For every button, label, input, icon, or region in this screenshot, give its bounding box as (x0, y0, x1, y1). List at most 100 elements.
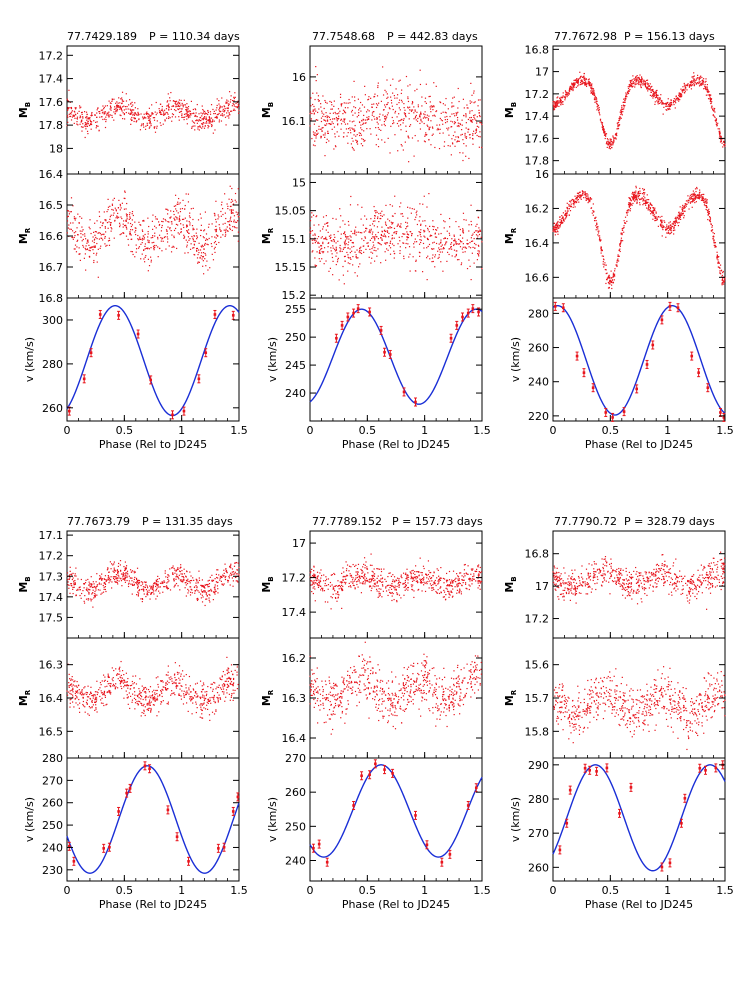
panel-2-mr-point (370, 230, 372, 232)
panel-1-mr-point (97, 276, 99, 278)
panel-3-mb-point (702, 81, 704, 83)
panel-1-mb-point (114, 113, 116, 115)
panel-3-mb-point (559, 98, 562, 100)
panel-2-mr-point (391, 205, 394, 207)
panel-1-mr-point (107, 227, 109, 229)
panel-2-mr-point (427, 255, 429, 257)
panel-2-mb-point (310, 97, 312, 99)
panel-2-mr-point (462, 228, 464, 230)
panel-1-mr-point (112, 199, 114, 201)
panel-2-mb-point (352, 128, 354, 130)
panel-3-mb-point (644, 85, 647, 88)
panel-3-mr-point (557, 220, 559, 223)
panel-3-mr-point (643, 193, 645, 195)
panel-1-mr-point (76, 227, 78, 229)
panel-2-mb-point (429, 106, 431, 108)
panel-1-mb-point (168, 106, 170, 108)
panel-3-mr-point (683, 207, 685, 209)
panel-2-mr-point (399, 225, 401, 227)
panel-2-mr-point (323, 263, 325, 265)
panel-3-mr-point (696, 186, 698, 189)
panel-1-mb-point (237, 105, 239, 107)
panel-2-mr-point (476, 237, 479, 239)
panel-1-rv-point (82, 374, 86, 384)
panel-2-rv-point (388, 349, 392, 359)
panel-3-mr-point (692, 200, 694, 202)
panel-2-mr-point (402, 215, 404, 217)
panel-3-mb-point (577, 82, 579, 85)
panel-3-mr-point (701, 199, 703, 201)
panel-2-mb-point (398, 107, 400, 109)
panel-3-mb-point (668, 108, 670, 111)
panel-3-mr-point (663, 220, 665, 222)
panel-1-mb-point (177, 105, 179, 107)
panel-2-mr-point (420, 223, 422, 225)
panel-1-mr-point (100, 234, 102, 236)
panel-1-mr-point (86, 248, 89, 250)
panel-1-mr-point (231, 229, 233, 232)
panel-1-mb-point (131, 116, 133, 119)
panel-1-mr-point (192, 207, 194, 209)
panel-1-mr-point (147, 233, 149, 235)
panel-3-mr-point (687, 199, 689, 201)
panel-1-mb-point (137, 108, 139, 110)
panel-2-mb-point (433, 105, 435, 107)
panel-2-mr-point (450, 243, 452, 245)
panel-3-mb-point (635, 76, 637, 78)
panel-3-mb-point (581, 79, 583, 81)
panel-2-mr-point (335, 249, 338, 251)
panel-3-mr-point (680, 212, 682, 214)
panel-1-mb-point (173, 100, 175, 102)
panel-1-mr-point (104, 227, 106, 229)
panel-3-mb-point (715, 123, 717, 126)
panel-2-mb-point (432, 109, 434, 111)
panel-3-mr-point (647, 209, 649, 211)
panel-1-mb-point (80, 119, 83, 122)
panel-3-mr-point (574, 206, 576, 208)
panel-1-mr-point (224, 193, 226, 195)
panel-3-mb-point (624, 99, 626, 101)
panel-2-mr-point (450, 245, 452, 248)
panel-1-mr-point (108, 244, 111, 246)
panel-2-mr-point (393, 231, 395, 234)
panel-1-mr-point (96, 242, 98, 245)
panel-3-mb-point (654, 92, 656, 95)
panel-3-mr-point (552, 226, 555, 229)
panel-1-mb-point (74, 107, 76, 109)
panel-1-mb-point (204, 122, 206, 124)
panel-3-mb-point (649, 94, 651, 96)
panel-1-mr-point (193, 243, 195, 245)
panel-3-mb-point (565, 94, 567, 96)
panel-2-mb-point (424, 134, 427, 136)
panel-2-mr-point (470, 240, 473, 242)
panel-3-mb-point (718, 130, 720, 132)
panel-2-mr-point (328, 270, 330, 272)
panel-2-mb-point (481, 123, 483, 126)
panel-3-mb-point (676, 97, 678, 100)
panel-3-mb-point (695, 79, 698, 81)
panel-2-mr-point (389, 204, 391, 206)
panel-2-mb-point (382, 109, 385, 111)
panel-3-mr-point (665, 236, 667, 238)
panel-1-mr-point (129, 222, 132, 225)
panel-1-mr-point (206, 243, 208, 245)
panel-1-mb-ytick-label: 17.6 (39, 96, 64, 109)
panel-1-mb-point (218, 119, 221, 121)
panel-3-mr-point (700, 195, 702, 197)
panel-3-mr-point (556, 228, 558, 230)
panel-3-mr-point (692, 190, 694, 192)
panel-2-mr-point (364, 237, 367, 239)
panel-2-mb-point (475, 131, 477, 133)
panel-3-mb-point (643, 83, 645, 85)
panel-2-mr-point (413, 208, 415, 210)
panel-2-rv-point (455, 320, 459, 330)
panel-2-mr-point (394, 231, 396, 233)
panel-1-mr-point (214, 240, 217, 243)
panel-3-mr-point (566, 212, 568, 215)
panel-1-mr-point (111, 203, 113, 205)
panel-2-mr-point (455, 241, 457, 243)
panel-2-xlabel: Phase (Rel to JD245 (342, 438, 450, 451)
panel-2-mr-point (477, 254, 480, 256)
panel-3-mr-point (567, 210, 569, 212)
panel-3-mr-point (581, 190, 584, 192)
